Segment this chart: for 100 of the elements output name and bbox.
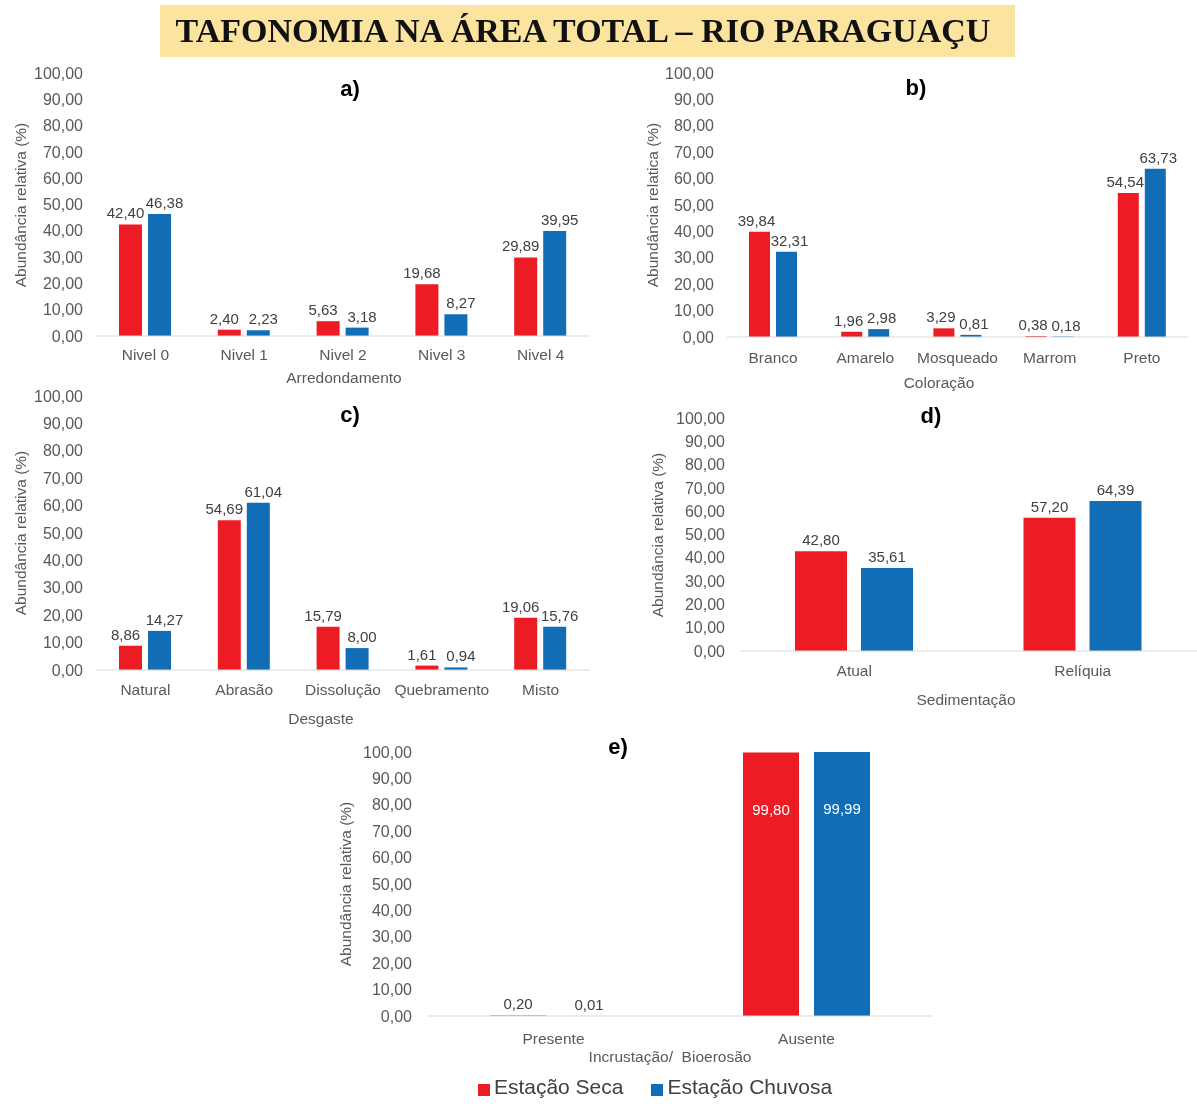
y-tick-label: 90,00 — [42, 90, 84, 108]
data-label: 14,27 — [145, 610, 184, 628]
y-tick-label: 100,00 — [363, 743, 413, 761]
y-tick-label: 80,00 — [42, 117, 84, 135]
y-tick-label: 60,00 — [673, 170, 715, 188]
y-tick-label: 50,00 — [42, 196, 84, 214]
y-tick-label: 30,00 — [42, 579, 84, 597]
data-label: 61,04 — [244, 482, 283, 500]
y-tick-label: 50,00 — [684, 526, 726, 544]
y-axis-title: Abundância relativa (%) — [337, 801, 355, 967]
chart-title: b) — [905, 75, 927, 100]
y-tick-label: 10,00 — [42, 634, 84, 652]
data-label: 19,68 — [403, 264, 441, 282]
data-label: 2,98 — [867, 309, 897, 327]
x-tick-label: Nivel 3 — [418, 346, 466, 364]
y-tick-label: 0,00 — [682, 328, 715, 346]
x-axis-title: Coloração — [903, 374, 975, 392]
data-label: 8,27 — [446, 294, 476, 312]
data-label: 2,40 — [209, 309, 239, 327]
y-tick-label: 10,00 — [42, 301, 84, 319]
y-tick-label: 40,00 — [42, 222, 84, 240]
legend-label: Estação Chuvosa — [667, 1075, 833, 1098]
y-tick-label: 30,00 — [42, 248, 84, 266]
x-tick-label: Amarelo — [836, 349, 895, 367]
x-tick-label: Nivel 4 — [516, 346, 565, 364]
data-label: 3,18 — [347, 307, 377, 325]
data-label: 57,20 — [1030, 497, 1069, 515]
y-tick-label: 60,00 — [684, 502, 726, 520]
y-tick-label: 60,00 — [42, 497, 84, 515]
y-tick-label: 100,00 — [34, 64, 84, 82]
x-tick-label: Nivel 1 — [220, 346, 268, 364]
data-label: 64,39 — [1096, 480, 1135, 498]
y-tick-label: 90,00 — [42, 415, 84, 433]
x-tick-label: Dissolução — [305, 681, 381, 699]
y-tick-label: 70,00 — [42, 469, 84, 487]
data-label: 99,99 — [823, 800, 861, 818]
y-tick-label: 40,00 — [42, 552, 84, 570]
x-tick-label: Natural — [120, 681, 171, 699]
y-tick-label: 0,00 — [693, 642, 726, 660]
y-tick-label: 40,00 — [684, 549, 726, 567]
data-label: 32,31 — [770, 231, 809, 249]
y-tick-label: 70,00 — [42, 143, 84, 161]
x-tick-label: Mosqueado — [916, 349, 999, 367]
y-tick-label: 70,00 — [371, 822, 413, 840]
y-tick-label: 30,00 — [371, 928, 413, 946]
y-tick-label: 90,00 — [371, 770, 413, 788]
data-label: 8,86 — [110, 625, 141, 643]
y-tick-label: 20,00 — [42, 606, 84, 624]
x-axis-title: Desgaste — [288, 710, 354, 728]
x-tick-label: Misto — [522, 681, 560, 699]
y-axis-title: Abundância relativa (%) — [649, 452, 667, 617]
chart-title: d) — [920, 403, 942, 428]
data-label: 15,79 — [304, 606, 342, 624]
data-label: 2,23 — [248, 310, 278, 328]
y-tick-label: 80,00 — [673, 117, 715, 135]
legend-label: Estação Seca — [493, 1075, 624, 1098]
data-label: 35,61 — [868, 548, 906, 566]
y-axis-title: Abundância relativa (%) — [12, 450, 30, 616]
y-tick-label: 40,00 — [673, 223, 715, 241]
x-tick-label: Atual — [836, 662, 872, 680]
data-label: 39,84 — [737, 211, 776, 229]
x-tick-label: Branco — [748, 349, 798, 367]
text: TAFONOMIA NA ÁREA TOTAL – RIO PARAGUAÇU — [175, 12, 991, 49]
y-tick-label: 30,00 — [673, 249, 715, 267]
y-tick-label: 90,00 — [673, 91, 715, 109]
y-tick-label: 80,00 — [371, 796, 413, 814]
data-label: 99,80 — [752, 800, 790, 818]
data-label: 39,95 — [540, 210, 579, 228]
chart-title: c) — [340, 402, 360, 427]
y-axis-title: Abundância relatica (%) — [644, 122, 662, 288]
y-tick-label: 30,00 — [684, 572, 726, 590]
y-tick-label: 60,00 — [371, 849, 413, 867]
data-label: 3,29 — [926, 308, 956, 326]
data-label: 1,61 — [407, 645, 437, 663]
y-tick-label: 100,00 — [665, 64, 715, 82]
x-tick-label: Nivel 0 — [121, 346, 170, 364]
y-tick-label: 100,00 — [676, 409, 726, 427]
data-label: 0,81 — [959, 314, 989, 332]
y-tick-label: 80,00 — [42, 442, 84, 460]
y-tick-label: 10,00 — [673, 302, 715, 320]
y-tick-label: 0,00 — [380, 1007, 413, 1025]
y-tick-label: 60,00 — [42, 169, 84, 187]
data-label: 5,63 — [308, 301, 338, 319]
y-tick-label: 70,00 — [684, 479, 726, 497]
chart-title: e) — [608, 734, 628, 759]
x-tick-label: Relíquia — [1054, 662, 1112, 680]
y-tick-label: 0,00 — [51, 661, 84, 679]
data-label: 29,89 — [501, 237, 540, 255]
x-tick-label: Abrasão — [215, 681, 274, 699]
y-tick-label: 10,00 — [371, 981, 413, 999]
data-label: 54,69 — [205, 500, 244, 518]
data-label: 0,01 — [574, 995, 604, 1013]
y-tick-label: 20,00 — [42, 275, 84, 293]
y-tick-label: 80,00 — [684, 456, 726, 474]
data-label: 0,94 — [446, 647, 476, 665]
y-tick-label: 20,00 — [673, 275, 715, 293]
x-tick-label: Quebramento — [394, 681, 490, 699]
y-tick-label: 40,00 — [371, 902, 413, 920]
y-tick-label: 50,00 — [673, 196, 715, 214]
x-tick-label: Nivel 2 — [319, 346, 367, 364]
